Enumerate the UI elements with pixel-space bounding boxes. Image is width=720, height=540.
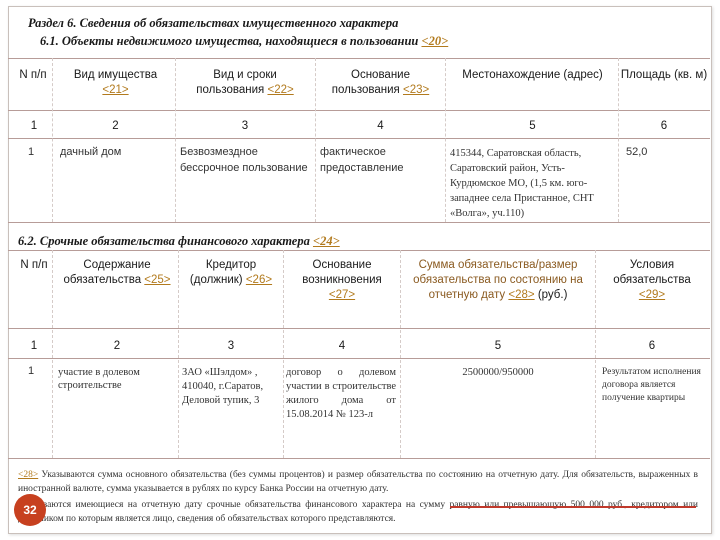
- underline-annotation: [450, 506, 696, 508]
- table2-col-divider: [52, 250, 53, 458]
- t2-colnum: 3: [227, 340, 235, 352]
- t2-header-terms: Условия обязательства <29>: [613, 259, 691, 301]
- section2-title: 6.2. Срочные обязательства финансового х…: [18, 234, 340, 248]
- table1-top-rule: [8, 58, 710, 59]
- table1-col-divider: [445, 58, 446, 222]
- t1-header-num: N п/п: [19, 69, 47, 81]
- ref-link-26[interactable]: <26>: [245, 274, 273, 286]
- table1-header-rule: [8, 110, 710, 111]
- footnote-28: <28> Указываются сумма основного обязате…: [18, 470, 699, 494]
- t2-header-basis: Основание возникновения <27>: [302, 259, 382, 301]
- section-title: Раздел 6. Сведения об обязательствах иму…: [28, 16, 399, 30]
- t2-colnum: 5: [494, 340, 502, 352]
- t1-header-basis: Основание пользования <23>: [331, 69, 430, 96]
- table1-num-rule: [8, 138, 710, 139]
- ref-link-27[interactable]: <27>: [328, 289, 356, 301]
- ref-link-25[interactable]: <25>: [144, 274, 171, 286]
- ref-link-24[interactable]: <24>: [312, 234, 340, 248]
- t2-colnum: 4: [338, 340, 346, 352]
- page-frame: [8, 6, 712, 534]
- table1-col-divider: [52, 58, 53, 222]
- ref-link-20[interactable]: <20>: [421, 34, 449, 48]
- ref-link-21[interactable]: <21>: [102, 84, 129, 96]
- t2-header-amount: Сумма обязательства/размер обязательства…: [413, 259, 583, 301]
- t1-cell-num: 1: [28, 146, 35, 158]
- table1-col-divider: [618, 58, 619, 222]
- t2-colnum: 6: [648, 340, 656, 352]
- t2-cell-num: 1: [28, 365, 35, 377]
- footnote-general: Указываются имеющиеся на отчетную дату с…: [18, 500, 698, 524]
- t1-cell-area: 52,0: [626, 146, 648, 158]
- t1-colnum: 5: [529, 120, 536, 132]
- table2-top-rule: [8, 250, 710, 251]
- t2-cell-terms: Результатом исполнения договора является…: [602, 367, 701, 403]
- ref-link-29[interactable]: <29>: [638, 289, 666, 301]
- ref-link-23[interactable]: <23>: [402, 84, 430, 96]
- t1-cell-address: 415344, Саратовская область, Саратовский…: [450, 148, 594, 219]
- t1-header-type: Вид имущества <21>: [73, 69, 158, 96]
- t1-header-area: Площадь (кв. м): [620, 69, 708, 81]
- t2-header-num: N п/п: [20, 259, 48, 271]
- table2-col-divider: [283, 250, 284, 458]
- table1-col-divider: [315, 58, 316, 222]
- table2-col-divider: [595, 250, 596, 458]
- table2-col-divider: [400, 250, 401, 458]
- t2-cell-creditor: ЗАО «Шэлдом» , 410040, г.Саратов, Делово…: [182, 367, 264, 406]
- t1-header-terms: Вид и сроки пользования <22>: [196, 69, 294, 96]
- t1-colnum: 1: [30, 120, 38, 132]
- ref-link-28[interactable]: <28>: [508, 289, 535, 301]
- t1-colnum: 4: [377, 120, 384, 132]
- t1-cell-basis: фактическое предоставление: [320, 146, 404, 174]
- t1-colnum: 3: [241, 120, 249, 132]
- t2-header-content: Содержание обязательства <25>: [63, 259, 171, 286]
- t2-cell-content: участие в долевом строительстве: [58, 367, 140, 391]
- section-subtitle: 6.1. Объекты недвижимого имущества, нахо…: [40, 34, 449, 48]
- t2-colnum: 1: [30, 340, 38, 352]
- t1-cell-terms: Безвозмездное бессрочное пользование: [180, 146, 308, 174]
- t1-colnum: 6: [660, 120, 668, 132]
- ref-link-28-footnote[interactable]: <28>: [18, 470, 39, 480]
- t2-header-creditor: Кредитор (должник) <26>: [189, 259, 273, 286]
- t1-cell-type: дачный дом: [60, 146, 122, 158]
- t1-header-location: Местонахождение (адрес): [462, 69, 603, 81]
- table2-header-rule: [8, 328, 710, 329]
- table1-bottom-rule: [8, 222, 710, 223]
- t2-cell-amount: 2500000/950000: [462, 367, 534, 378]
- table2-col-divider: [178, 250, 179, 458]
- table1-col-divider: [175, 58, 176, 222]
- t1-colnum: 2: [112, 120, 119, 132]
- t2-colnum: 2: [113, 340, 121, 352]
- ref-link-22[interactable]: <22>: [267, 84, 294, 96]
- page-number-badge: 32: [14, 494, 46, 526]
- table2-num-rule: [8, 358, 710, 359]
- t2-cell-basis: договор о долевом участии в строительств…: [286, 367, 396, 420]
- table2-bottom-rule: [8, 458, 710, 459]
